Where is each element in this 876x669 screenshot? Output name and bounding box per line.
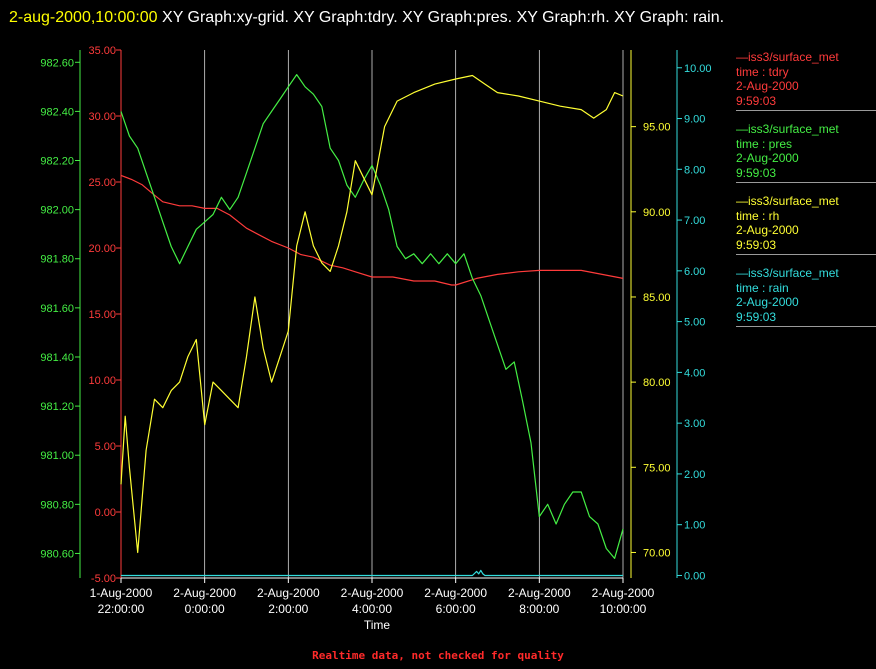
pres-tick-label: 982.40 (40, 106, 74, 118)
axes: -5.00 0.00 5.00 10.00 15.00 20.00 25.00 30.00 35… (40, 45, 711, 585)
rh-tick-label: 70.00 (643, 547, 671, 559)
vertical-grid (204, 50, 624, 578)
legend-time: 9:59:03 (736, 165, 777, 180)
legend-time: 9:59:03 (736, 309, 777, 324)
pres-tick-label: 980.60 (40, 548, 74, 560)
rain-tick-label: 8.00 (684, 164, 705, 176)
pres-tick-label: 981.40 (40, 352, 74, 364)
tdry-series-line (120, 174, 624, 286)
x-tick-label: 2-Aug-2000 (257, 586, 320, 600)
legend-field: time : tdry (736, 64, 789, 79)
rain-tick-label: 6.00 (684, 266, 705, 278)
tdry-tick-label: 35.00 (88, 45, 116, 57)
x-tick-label: 4:00:00 (352, 602, 392, 616)
legend-field: time : rain (736, 280, 789, 295)
legend-time: 9:59:03 (736, 237, 777, 252)
rh-series-line (120, 74, 624, 554)
series-lines (120, 73, 624, 577)
rain-tick-label: 9.00 (684, 114, 705, 126)
tdry-tick-label: 10.00 (88, 375, 116, 387)
pres-tick-label: 981.00 (40, 450, 74, 462)
x-axis-label: Time (364, 618, 391, 632)
pres-tick-label: 981.80 (40, 254, 74, 266)
legend-date: 2-Aug-2000 (736, 79, 799, 93)
x-tick-label: 22:00:00 (98, 602, 145, 616)
legend-separator (736, 326, 876, 327)
legend-field: time : pres (736, 136, 793, 151)
x-tick-label: 2-Aug-2000 (424, 586, 487, 600)
pres-tick-label: 982.20 (40, 156, 74, 168)
tdry-tick-label: -5.00 (91, 573, 116, 585)
legend-line: —iss3/surface_met (736, 266, 839, 280)
x-tick-label: 1-Aug-2000 (90, 586, 153, 600)
rain-tick-label: 5.00 (684, 317, 705, 329)
legend-entry: —iss3/surface_met time : tdry 2-Aug-2000 9:… (736, 50, 876, 111)
x-tick-label: 2-Aug-2000 (341, 586, 404, 600)
legend-separator (736, 110, 876, 111)
tdry-tick-label: 25.00 (88, 177, 116, 189)
pres-tick-label: 981.20 (40, 401, 74, 413)
legend-entry: —iss3/surface_met time : pres 2-Aug-2000 9:… (736, 122, 876, 183)
rain-series-line (121, 569, 623, 577)
quality-footer: Realtime data, not checked for quality (312, 649, 564, 662)
rh-tick-label: 90.00 (643, 207, 671, 219)
rain-tick-label: 1.00 (684, 520, 705, 532)
rain-tick-label: 0.00 (684, 570, 705, 582)
rh-tick-label: 95.00 (643, 122, 671, 134)
pres-tick-label: 980.80 (40, 499, 74, 511)
legend-field: time : rh (736, 208, 780, 223)
rain-tick-label: 10.00 (684, 63, 712, 75)
legend-line: —iss3/surface_met (736, 122, 839, 136)
legend-separator (736, 182, 876, 183)
x-axis: 1-Aug-2000 22:00:00 2-Aug-2000 0:00:00 2-Aug… (90, 577, 655, 632)
legend-date: 2-Aug-2000 (736, 151, 799, 165)
x-tick-label: 6:00:00 (436, 602, 476, 616)
legend-line: —iss3/surface_met (736, 50, 839, 64)
title-datetime: 2-aug-2000,10:00:00 (9, 9, 158, 26)
legend-line: —iss3/surface_met (736, 194, 839, 208)
pres-tick-label: 982.00 (40, 205, 74, 217)
tdry-tick-label: 0.00 (95, 507, 116, 519)
rh-tick-label: 75.00 (643, 462, 671, 474)
x-tick-label: 2-Aug-2000 (592, 586, 655, 600)
legend-time: 9:59:03 (736, 93, 777, 108)
x-tick-label: 10:00:00 (600, 602, 647, 616)
x-tick-label: 0:00:00 (185, 602, 225, 616)
title-graphs: XY Graph:xy-grid. XY Graph:tdry. XY Grap… (162, 9, 725, 26)
rain-tick-label: 3.00 (684, 418, 705, 430)
x-tick-label: 2-Aug-2000 (508, 586, 571, 600)
pres-tick-label: 981.60 (40, 303, 74, 315)
x-tick-label: 8:00:00 (519, 602, 559, 616)
rain-tick-label: 7.00 (684, 215, 705, 227)
rh-tick-label: 80.00 (643, 377, 671, 389)
rain-tick-label: 4.00 (684, 367, 705, 379)
tdry-tick-label: 5.00 (95, 441, 116, 453)
legend-entry: —iss3/surface_met time : rain 2-Aug-2000 9:… (736, 266, 876, 327)
tdry-tick-label: 30.00 (88, 111, 116, 123)
x-tick-label: 2-Aug-2000 (173, 586, 236, 600)
legend-separator (736, 254, 876, 255)
legend-date: 2-Aug-2000 (736, 223, 799, 237)
tdry-tick-label: 20.00 (88, 243, 116, 255)
tdry-tick-label: 15.00 (88, 309, 116, 321)
x-tick-label: 2:00:00 (268, 602, 308, 616)
rain-tick-label: 2.00 (684, 469, 705, 481)
legend-entry: —iss3/surface_met time : rh 2-Aug-2000 9:59… (736, 194, 876, 255)
rh-tick-label: 85.00 (643, 292, 671, 304)
graph-title: 2-aug-2000,10:00:00 XY Graph:xy-grid. XY… (9, 3, 869, 33)
pres-series-line (120, 73, 624, 560)
pres-tick-label: 982.60 (40, 57, 74, 69)
legend-date: 2-Aug-2000 (736, 295, 799, 309)
